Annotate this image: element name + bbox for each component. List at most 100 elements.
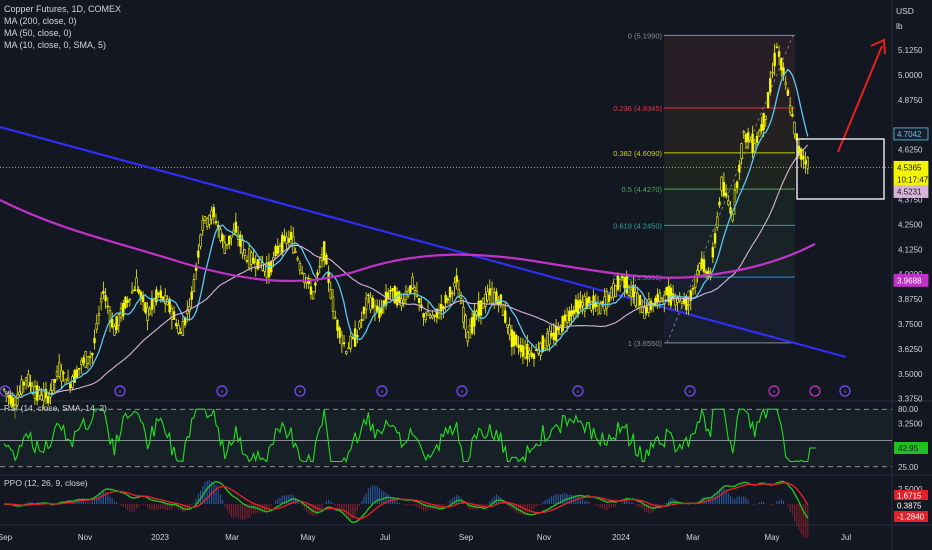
- candle-body: [274, 245, 277, 257]
- candle-body: [786, 89, 790, 96]
- candle-body: [35, 385, 39, 401]
- candle-body: [31, 385, 34, 395]
- candle-body: [501, 304, 505, 316]
- candle-body: [58, 362, 61, 377]
- event-icon-glyph: »: [118, 389, 122, 396]
- candle-body: [727, 200, 730, 205]
- candle-body: [287, 238, 291, 243]
- candle-body: [314, 282, 317, 286]
- candle-body: [735, 181, 739, 189]
- candle-body: [742, 131, 745, 134]
- x-axis-label: 2023: [151, 533, 169, 542]
- candle-body: [437, 309, 441, 319]
- candle-body: [610, 287, 613, 298]
- candle-body: [322, 241, 326, 261]
- x-axis-label: Sep: [0, 533, 13, 542]
- fib-zone: [664, 277, 795, 343]
- candle-body: [587, 296, 591, 304]
- event-icon-glyph: »: [380, 389, 384, 396]
- candle-body: [784, 82, 787, 85]
- price-badge-label: 3.9688: [897, 276, 922, 285]
- candle-body: [546, 333, 549, 347]
- currency-button[interactable]: USD: [896, 6, 914, 16]
- rsi-label[interactable]: RSI (14, close, SMA, 14, 2): [4, 403, 107, 413]
- candle-body: [698, 263, 701, 272]
- candle-body: [62, 372, 65, 374]
- candle-body: [744, 133, 748, 143]
- candle-body: [210, 210, 213, 220]
- legend-ma10[interactable]: MA (10, close, 0, SMA, 5): [4, 40, 107, 50]
- candle-body: [400, 298, 403, 307]
- candle-body: [351, 337, 355, 339]
- candle-body: [294, 251, 297, 253]
- candle-body: [144, 302, 147, 313]
- legend-ma200[interactable]: MA (200, close, 0): [4, 16, 77, 26]
- candle-body: [378, 307, 381, 319]
- candle-body: [91, 353, 94, 356]
- candle-body: [152, 298, 156, 307]
- candle-body: [316, 272, 319, 276]
- x-axis-label: Nov: [537, 533, 551, 542]
- unit-button[interactable]: lb: [896, 21, 903, 31]
- candle-body: [411, 276, 414, 289]
- price-tick-label: 3.8750: [898, 295, 923, 304]
- price-tick-label: 3.7500: [898, 320, 923, 329]
- price-tick-label: 3.6250: [898, 345, 923, 354]
- candle-body: [133, 289, 136, 292]
- candle-body: [806, 157, 809, 169]
- candle-body: [523, 347, 527, 358]
- candle-body: [203, 216, 207, 221]
- candle-body: [687, 304, 690, 306]
- rsi-value-label: 42.95: [898, 444, 919, 453]
- event-icon: [768, 385, 780, 397]
- event-icon: [456, 385, 468, 397]
- candle-body: [526, 343, 529, 360]
- candle-body: [197, 250, 200, 258]
- candle-body: [9, 394, 12, 405]
- candle-body: [603, 296, 606, 311]
- candle-body: [148, 308, 151, 315]
- candle-body: [561, 316, 564, 332]
- event-icon: [294, 385, 306, 397]
- candle-body: [124, 296, 127, 308]
- candle-body: [773, 52, 776, 67]
- candle-body: [590, 301, 593, 311]
- ppo-label[interactable]: PPO (12, 26, 9, close): [4, 478, 88, 488]
- event-icon: [839, 385, 851, 397]
- ma200-line: [0, 199, 816, 283]
- candle-body: [137, 289, 140, 294]
- candle-body: [718, 201, 721, 206]
- price-tick-label: 4.6250: [898, 146, 923, 155]
- candle-body: [508, 324, 511, 336]
- x-axis-label: Nov: [78, 533, 92, 542]
- ppo-value-label: 1.6715: [897, 492, 922, 501]
- candle-body: [99, 298, 103, 303]
- candle-body: [674, 296, 677, 306]
- rsi-band: [0, 409, 892, 467]
- price-tick-label: 4.1250: [898, 245, 923, 254]
- candle-body: [780, 58, 783, 71]
- candle-body: [38, 390, 41, 396]
- candle-body: [720, 176, 723, 192]
- candle-body: [300, 272, 304, 274]
- candle-body: [258, 256, 262, 268]
- candle-body: [122, 303, 125, 317]
- candle-body: [135, 277, 138, 292]
- candle-body: [298, 263, 302, 271]
- candle-body: [554, 325, 558, 341]
- candle-body: [612, 283, 615, 298]
- candle-body: [658, 292, 662, 302]
- candle-body: [93, 337, 96, 344]
- event-icon: [0, 385, 11, 397]
- legend-ma50[interactable]: MA (50, close, 0): [4, 28, 72, 38]
- candle-body: [331, 296, 335, 312]
- fib-level-label: 0.618 (4.2450): [613, 221, 662, 230]
- candle-body: [775, 46, 779, 49]
- event-icon-glyph: »: [460, 389, 464, 396]
- candle-body: [84, 351, 87, 368]
- forecast-arrow-head: [870, 38, 886, 55]
- candle-body: [696, 270, 699, 276]
- candle-body: [563, 314, 567, 322]
- candle-body: [616, 275, 620, 290]
